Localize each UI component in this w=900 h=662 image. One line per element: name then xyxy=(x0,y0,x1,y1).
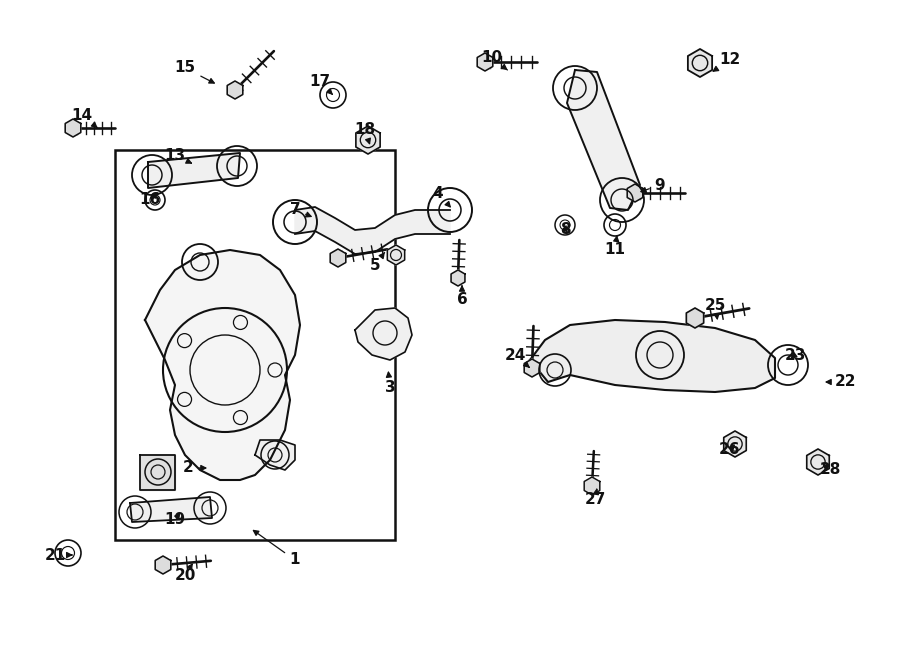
Polygon shape xyxy=(355,308,412,360)
Polygon shape xyxy=(227,81,243,99)
Text: 9: 9 xyxy=(641,177,665,193)
Text: 8: 8 xyxy=(560,222,571,238)
Text: 20: 20 xyxy=(175,564,195,583)
Polygon shape xyxy=(627,184,643,202)
Polygon shape xyxy=(584,477,599,495)
Polygon shape xyxy=(356,126,380,154)
Text: 11: 11 xyxy=(605,236,626,258)
Polygon shape xyxy=(687,308,704,328)
Text: 1: 1 xyxy=(254,530,301,567)
Text: 25: 25 xyxy=(705,297,725,319)
Bar xyxy=(115,150,395,540)
Polygon shape xyxy=(130,497,212,522)
Polygon shape xyxy=(806,449,829,475)
Text: 26: 26 xyxy=(719,442,741,457)
Text: 12: 12 xyxy=(713,52,741,71)
Text: 3: 3 xyxy=(384,372,395,395)
Text: 13: 13 xyxy=(165,148,192,164)
Polygon shape xyxy=(567,70,640,210)
Polygon shape xyxy=(477,53,493,71)
Text: 24: 24 xyxy=(504,348,529,367)
Polygon shape xyxy=(295,207,450,254)
Polygon shape xyxy=(451,270,465,286)
Text: 2: 2 xyxy=(183,461,206,475)
Polygon shape xyxy=(148,153,240,188)
Text: 27: 27 xyxy=(584,489,606,508)
Text: 15: 15 xyxy=(175,60,214,83)
Polygon shape xyxy=(724,431,746,457)
Polygon shape xyxy=(387,245,405,265)
Text: 7: 7 xyxy=(290,203,311,218)
Polygon shape xyxy=(255,440,295,470)
Text: 19: 19 xyxy=(165,512,185,528)
Polygon shape xyxy=(155,556,171,574)
Polygon shape xyxy=(65,119,81,137)
Polygon shape xyxy=(530,320,775,392)
Polygon shape xyxy=(145,250,300,480)
Polygon shape xyxy=(330,249,346,267)
Polygon shape xyxy=(524,359,540,377)
Text: 17: 17 xyxy=(310,75,332,95)
Text: 18: 18 xyxy=(355,122,375,144)
Text: 10: 10 xyxy=(482,50,508,70)
Text: 14: 14 xyxy=(71,107,97,127)
Polygon shape xyxy=(140,455,175,490)
Text: 16: 16 xyxy=(140,193,160,207)
Text: 23: 23 xyxy=(784,348,806,363)
Text: 22: 22 xyxy=(826,375,856,389)
Text: 21: 21 xyxy=(44,547,72,563)
Text: 5: 5 xyxy=(370,252,384,273)
Text: 6: 6 xyxy=(456,286,467,308)
Polygon shape xyxy=(688,49,712,77)
Text: 28: 28 xyxy=(819,463,841,477)
Text: 4: 4 xyxy=(433,185,450,207)
